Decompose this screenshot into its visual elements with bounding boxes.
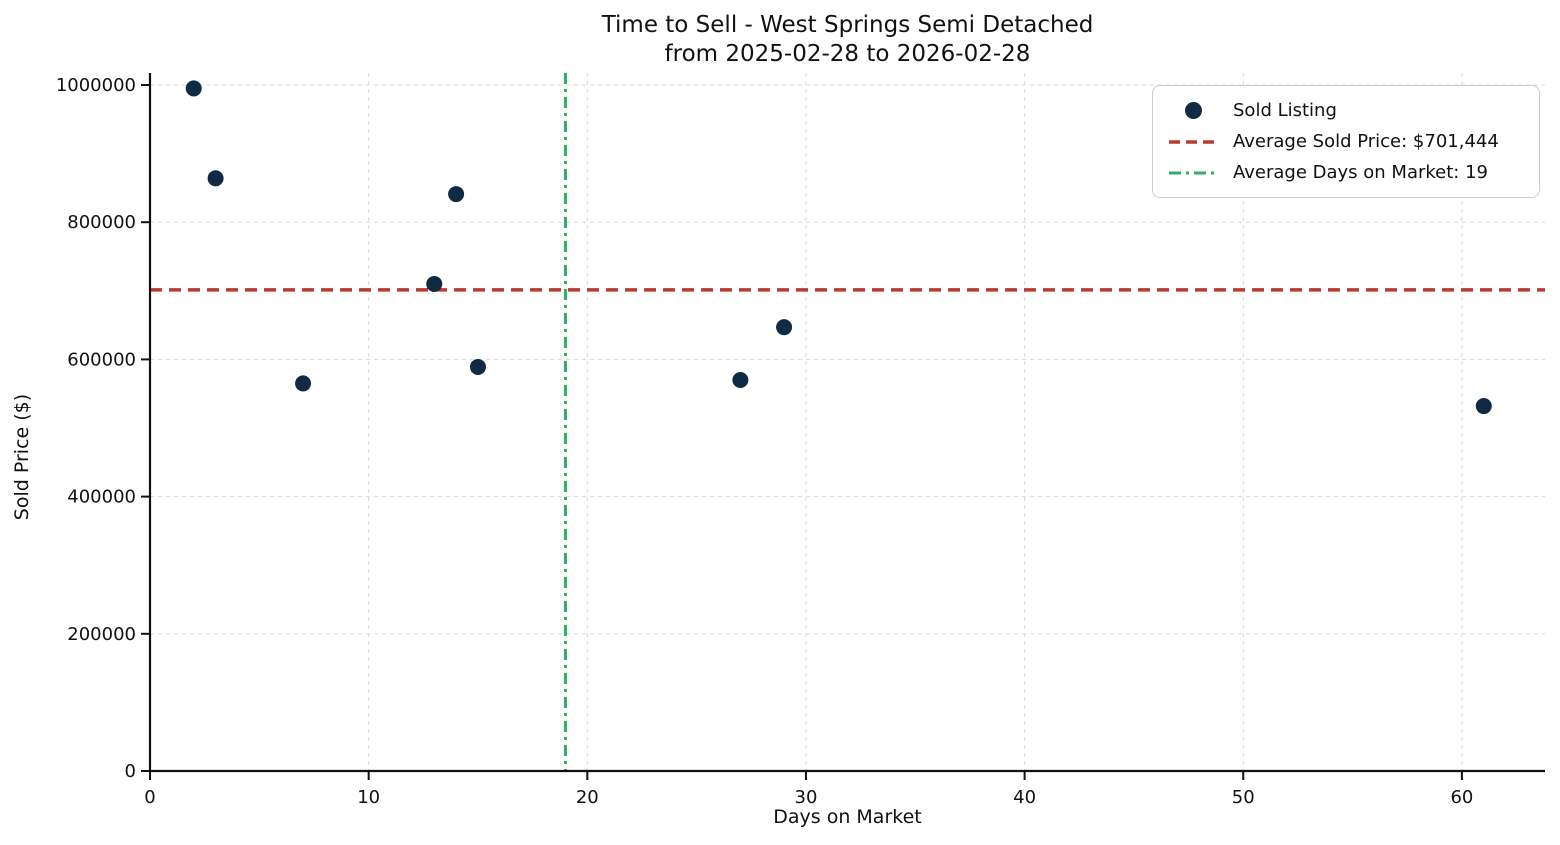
y-tick-label: 800000 — [67, 212, 136, 233]
sold-listing-dot-icon — [1165, 102, 1221, 119]
scatter-point — [732, 371, 749, 388]
x-tick-label: 40 — [1013, 787, 1036, 808]
legend-label-average-days-on-market: Average Days on Market: 19 — [1233, 162, 1488, 183]
scatter-point — [448, 186, 465, 203]
scatter-point — [426, 275, 443, 292]
chart-title-line2: from 2025-02-28 to 2026-02-28 — [664, 41, 1031, 67]
x-tick-label: 50 — [1232, 787, 1255, 808]
scatter-point — [185, 80, 202, 97]
scatter-point — [469, 358, 486, 375]
x-tick-label: 10 — [357, 787, 380, 808]
chart-title-line1: Time to Sell - West Springs Semi Detache… — [601, 12, 1094, 38]
scatter-point — [295, 375, 312, 392]
legend-item-average-sold-price: Average Sold Price: $701,444 — [1165, 126, 1525, 157]
y-axis-label: Sold Price ($) — [11, 393, 33, 521]
x-tick-label: 30 — [795, 787, 818, 808]
x-tick-label: 60 — [1450, 787, 1473, 808]
x-tick-label: 20 — [576, 787, 599, 808]
y-tick-label: 600000 — [67, 349, 136, 370]
legend: Sold Listing Average Sold Price: $701,44… — [1152, 85, 1540, 198]
scatter-point — [207, 170, 224, 187]
x-axis-label: Days on Market — [773, 806, 922, 828]
legend-label-sold-listing: Sold Listing — [1233, 100, 1337, 121]
legend-item-sold-listing: Sold Listing — [1165, 95, 1525, 126]
y-tick-label: 0 — [125, 761, 136, 782]
y-tick-label: 200000 — [67, 624, 136, 645]
y-tick-label: 1000000 — [56, 75, 136, 96]
scatter-point — [1475, 398, 1492, 415]
legend-label-average-sold-price: Average Sold Price: $701,444 — [1233, 131, 1499, 152]
dashed-line-icon — [1165, 139, 1221, 145]
legend-item-average-days-on-market: Average Days on Market: 19 — [1165, 157, 1525, 188]
x-tick-label: 0 — [144, 787, 155, 808]
scatter-point — [776, 319, 793, 336]
dashdot-line-icon — [1165, 170, 1221, 176]
chart-title: Time to Sell - West Springs Semi Detache… — [150, 11, 1545, 69]
y-tick-label: 400000 — [67, 487, 136, 508]
